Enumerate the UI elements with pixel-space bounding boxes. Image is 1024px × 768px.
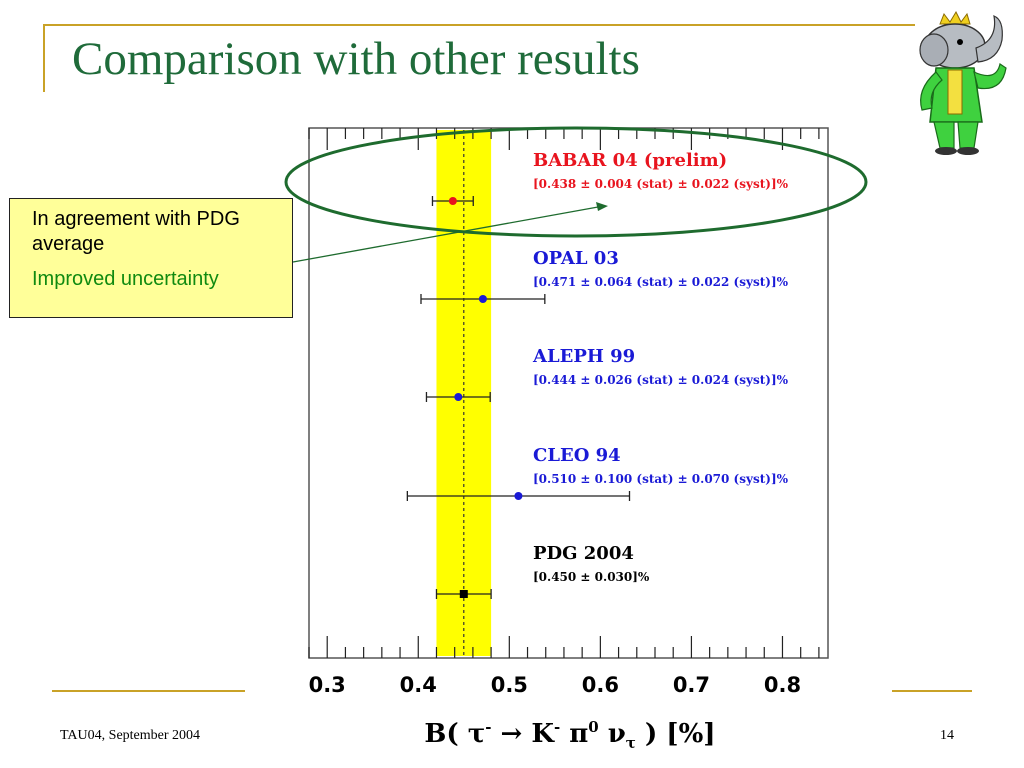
x-tick-label: 0.8: [764, 673, 801, 697]
measurement-value-label: [0.450 ± 0.030]%: [533, 570, 650, 584]
measurement-points: [406, 196, 631, 599]
central-value-marker: [514, 492, 523, 500]
slide-title: Comparison with other results: [72, 33, 640, 85]
x-axis-tick-labels: 0.3 0.4 0.5 0.6 0.7 0.8: [309, 673, 801, 697]
footer-text: TAU04, September 2004: [60, 728, 201, 743]
chart-frame: [308, 127, 829, 659]
measurement-value-label: [0.510 ± 0.100 (stat) ± 0.070 (syst)]%: [533, 472, 789, 486]
central-value-marker: [478, 295, 487, 303]
page-number: 14: [940, 728, 954, 743]
title-accent-vertical: [43, 24, 45, 92]
measurement-name: CLEO 94: [533, 445, 621, 466]
measurement-point: [406, 491, 631, 501]
measurement-labels: BABAR 04 (prelim) [0.438 ± 0.004 (stat) ±…: [532, 150, 789, 584]
callout-uncertainty-text: Improved uncertainty: [32, 268, 219, 290]
measurement-point: [420, 294, 546, 304]
measurement-point: [431, 196, 474, 206]
central-value-marker: [459, 590, 468, 598]
measurement-value-label: [0.471 ± 0.064 (stat) ± 0.022 (syst)]%: [533, 275, 789, 289]
x-tick-label: 0.3: [309, 673, 346, 697]
callout-arrowhead: [596, 202, 608, 211]
x-tick-label: 0.6: [582, 673, 619, 697]
callout-agreement-text: In agreement with PDG average: [32, 208, 240, 255]
central-value-marker: [454, 393, 463, 401]
title-accent-horizontal: [43, 24, 915, 26]
measurement-name: ALEPH 99: [532, 346, 635, 367]
babar-highlight-ellipse: [284, 126, 868, 238]
measurement-point: [425, 392, 491, 402]
measurement-name: BABAR 04 (prelim): [533, 150, 727, 171]
x-tick-label: 0.4: [400, 673, 437, 697]
babar-elephant-mascot: [919, 10, 1007, 155]
x-tick-label: 0.7: [673, 673, 710, 697]
measurement-name: PDG 2004: [533, 543, 634, 564]
agreement-callout: In agreement with PDG average Improved u…: [9, 198, 293, 318]
measurement-value-label: [0.444 ± 0.026 (stat) ± 0.024 (syst)]%: [533, 373, 789, 387]
central-value-marker: [448, 197, 457, 205]
callout-arrow: [292, 206, 599, 263]
measurement-value-label: [0.438 ± 0.004 (stat) ± 0.022 (syst)]%: [533, 177, 789, 191]
measurement-name: OPAL 03: [533, 248, 619, 269]
footer-rule-right: [892, 690, 972, 692]
x-axis-label: B( τ- → K- π0 ντ ) [%]: [424, 718, 715, 752]
footer-rule-left: [52, 690, 245, 692]
x-tick-label: 0.5: [491, 673, 528, 697]
measurement-point: [435, 589, 492, 599]
